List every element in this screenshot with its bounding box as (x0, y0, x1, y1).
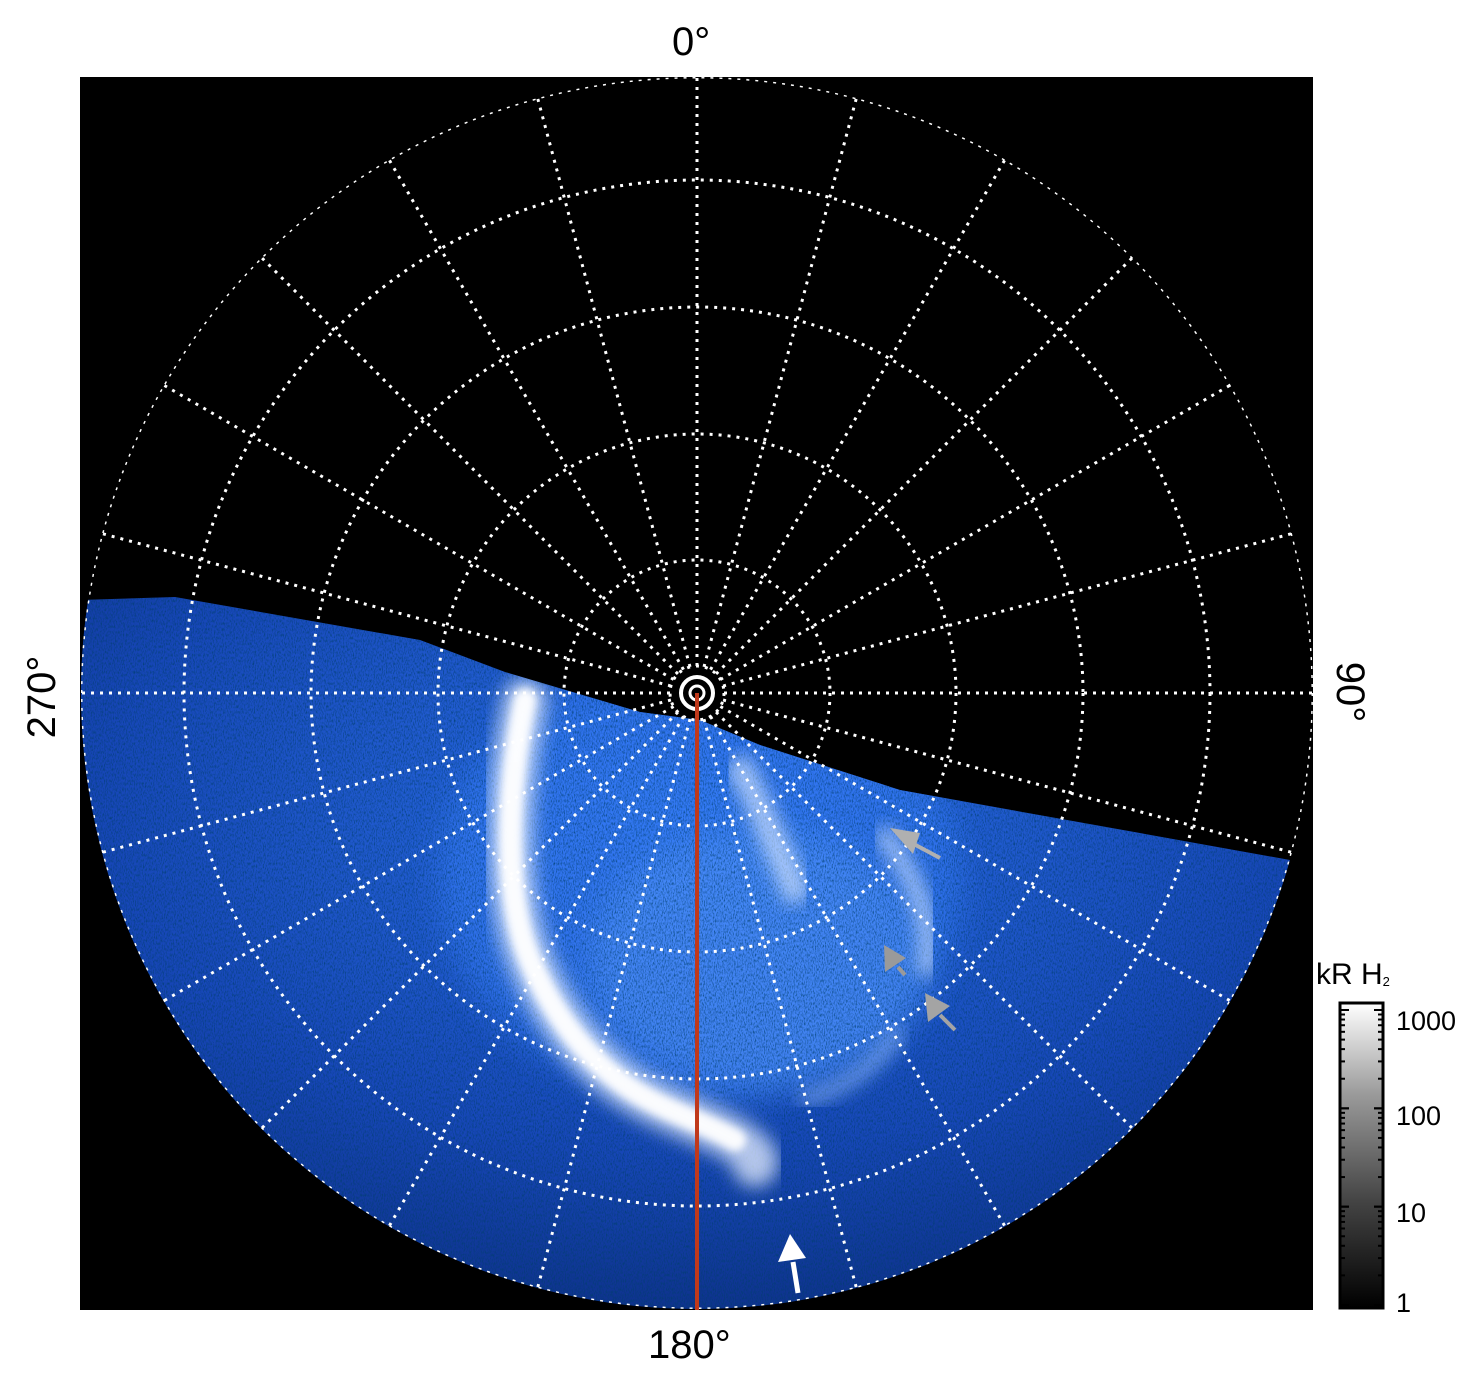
grey-arrow-1 (890, 828, 941, 860)
grid-circle (309, 305, 1085, 1081)
colorbar (1338, 1001, 1385, 1310)
colorbar-tick-label: 1000 (1396, 1006, 1457, 1036)
grey-arrow-3 (925, 993, 957, 1032)
colorbar-tick-label: 1 (1396, 1288, 1412, 1318)
white-arrow (778, 1234, 806, 1294)
grey-arrow-2 (884, 945, 907, 977)
colorbar-title: kR H2 (1316, 958, 1390, 991)
angle-label-right: 90° (1328, 661, 1372, 723)
angle-label-top: 0° (672, 20, 711, 64)
colorbar-tick-label: 100 (1396, 1101, 1442, 1131)
angle-label-left: 270° (20, 655, 64, 739)
angle-label-bottom: 180° (648, 1323, 731, 1367)
colorbar-tick-label: 10 (1396, 1198, 1427, 1228)
